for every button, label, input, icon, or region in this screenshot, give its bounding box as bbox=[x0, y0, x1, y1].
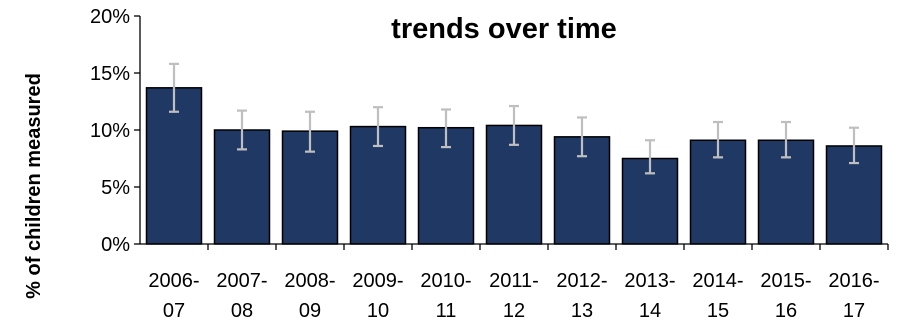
y-tick-label: 20% bbox=[90, 6, 130, 28]
axes bbox=[139, 16, 888, 245]
x-tick-label: 2010-11 bbox=[420, 270, 471, 322]
x-axis-ticks: 2006-07 2007-08 2008-09 2009-10 2010-11 2011-… bbox=[148, 244, 889, 322]
error-bar bbox=[305, 110, 315, 153]
error-bar bbox=[373, 106, 383, 148]
y-tick-label: 5% bbox=[101, 177, 130, 199]
x-tick-label: 2014-15 bbox=[692, 270, 743, 322]
error-bar bbox=[237, 109, 247, 151]
error-bar bbox=[713, 120, 723, 159]
error-bar bbox=[509, 104, 519, 146]
y-axis-label: % of children measured bbox=[23, 73, 45, 299]
x-tick-label: 2011-12 bbox=[489, 270, 539, 322]
error-bar bbox=[645, 139, 655, 175]
x-tick-label: 2009-10 bbox=[352, 270, 403, 322]
error-bar bbox=[169, 62, 179, 113]
x-tick-label: 2012-13 bbox=[556, 270, 607, 322]
x-tick-label: 2006-07 bbox=[148, 270, 199, 322]
bar bbox=[145, 87, 203, 245]
y-tick-label: 15% bbox=[90, 63, 130, 85]
error-bar bbox=[849, 126, 859, 165]
error-bars bbox=[169, 62, 859, 175]
x-tick-label: 2016-17 bbox=[828, 270, 879, 322]
x-tick-label: 2015-16 bbox=[760, 270, 811, 322]
error-bar bbox=[577, 116, 587, 158]
error-bar bbox=[441, 108, 451, 149]
x-tick-label: 2013-14 bbox=[624, 270, 675, 322]
y-tick-label: 0% bbox=[101, 234, 130, 256]
y-tick-label: 10% bbox=[90, 120, 130, 142]
x-tick-label: 2008-09 bbox=[284, 270, 335, 322]
bars bbox=[145, 87, 883, 245]
error-bar bbox=[781, 120, 791, 159]
chart-title: trends over time bbox=[391, 13, 617, 45]
x-tick-label: 2007-08 bbox=[216, 270, 267, 322]
y-axis-ticks: 0% 5% 10% 15% 20% bbox=[90, 6, 140, 256]
